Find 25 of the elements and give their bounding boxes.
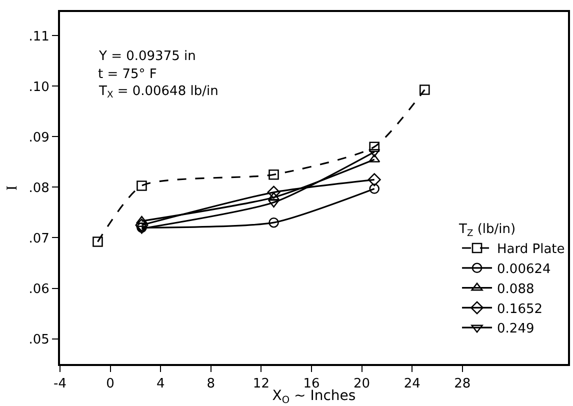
x-tick-label: 8 <box>206 376 216 392</box>
legend-label: 0.00624 <box>497 262 551 277</box>
annotation: Y = 0.09375 in <box>98 49 196 64</box>
y-tick-label: .09 <box>28 130 50 146</box>
x-tick-label: 28 <box>454 376 471 392</box>
legend-label: 0.088 <box>497 282 534 297</box>
y-tick-label: .06 <box>28 282 50 297</box>
x-tick-label: 4 <box>156 376 165 392</box>
x-tick-label: 0 <box>106 376 114 392</box>
x-tick-label: 24 <box>404 376 420 392</box>
x-tick-label: 12 <box>252 376 270 392</box>
y-tick-label: .11 <box>28 29 50 44</box>
y-tick-label: .08 <box>28 180 50 196</box>
y-tick-label: .05 <box>28 332 50 348</box>
y-axis-title: I <box>4 186 20 190</box>
x-tick-label: 20 <box>354 376 370 392</box>
x-tick-label: -4 <box>54 376 66 392</box>
legend-label: 0.249 <box>497 322 534 337</box>
legend-label: 0.1652 <box>497 302 543 317</box>
legend-title: T$_{Z}$ (lb/in) <box>458 222 516 239</box>
annotation: t = 75° F <box>98 67 157 82</box>
y-tick-label: .10 <box>28 80 50 95</box>
annotation: T$_{X}$ = 0.00648 lb/in <box>98 84 218 101</box>
y-tick-label: .07 <box>28 231 50 246</box>
legend-label: Hard Plate <box>497 242 565 258</box>
